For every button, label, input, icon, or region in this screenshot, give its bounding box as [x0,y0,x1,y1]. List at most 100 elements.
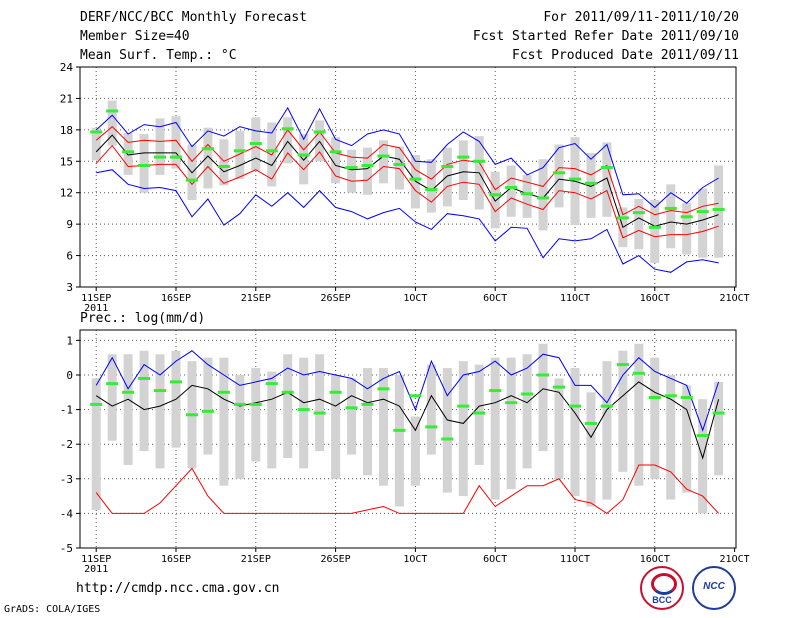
precipitation-xtick-label: 11SEP [81,554,111,565]
temperature-obs-marker [664,206,677,210]
temperature-obs-marker [489,193,502,197]
precipitation-spread-box [714,381,724,476]
temperature-spread-box [171,116,181,169]
temperature-obs-marker [648,225,661,229]
temperature-spread-box [363,147,373,195]
temperature-spread-box [522,174,532,218]
precipitation-spread-box [299,357,309,469]
precipitation-spread-box [602,361,612,500]
precipitation-ytick-label: 0 [66,369,73,382]
precipitation-ytick-label: -3 [60,473,73,486]
temperature-spread-box [394,146,404,190]
precipitation-spread-box [91,378,101,510]
precipitation-obs-marker [600,404,613,408]
precipitation-obs-marker [632,371,645,375]
precipitation-spread-box [458,361,468,497]
temperature-spread-box [347,149,357,193]
ncc-logo: NCC [692,566,736,610]
temperature-xtick-label: 6OCT [483,293,507,304]
temperature-xtick-label: 16SEP [161,293,191,304]
header-right: For 2011/09/11-2011/10/20 Fcst Started Re… [473,8,739,65]
temperature-spread-box [283,117,293,164]
temperature-obs-marker [217,165,230,169]
temperature-obs-marker [712,207,725,211]
precipitation-spread-box [267,371,277,469]
variable-label: Mean Surf. Temp.: °C [80,48,237,63]
temperature-ytick-label: 12 [60,187,73,200]
precipitation-obs-marker [505,401,518,405]
temperature-ytick-label: 21 [60,92,73,105]
temperature-obs-marker [170,155,182,159]
temperature-obs-marker [281,127,294,131]
temperature-obs-marker [553,171,566,175]
precipitation-spread-box [666,374,676,500]
precipitation-obs-marker [664,394,677,398]
source-url[interactable]: http://cmdp.ncc.cma.gov.cn [76,581,280,596]
precipitation-ytick-label: -5 [60,542,73,555]
precipitation-obs-marker [712,411,725,415]
precipitation-obs-marker [185,413,198,417]
precipitation-spread-box [251,368,261,462]
precipitation-obs-marker [138,376,151,380]
temperature-obs-marker [505,185,518,189]
precipitation-obs-marker [361,402,374,406]
temperature-obs-marker [361,163,374,167]
temperature-obs-marker [696,210,709,214]
bcc-logo: BCC [640,566,684,610]
produced-date: Fcst Produced Date 2011/09/11 [512,48,739,63]
temperature-obs-marker [569,177,581,181]
temperature-spread-box [442,147,452,207]
precipitation-obs-marker [425,425,438,429]
bcc-swirl-icon [651,573,677,595]
precipitation-obs-marker [377,387,390,391]
temperature-ytick-label: 9 [66,218,73,231]
temperature-obs-marker [313,130,326,134]
temperature-obs-marker [600,166,613,170]
precipitation-ytick-label: -2 [60,438,73,451]
precipitation-spread-box [682,385,692,493]
precipitation-spread-box [586,392,596,507]
temperature-obs-marker [393,162,406,166]
precipitation-obs-marker [265,382,278,386]
temperature-spread-box [634,199,644,250]
precipitation-obs-marker [553,385,566,389]
temperature-ytick-label: 18 [60,124,73,137]
temperature-obs-marker [584,181,597,185]
precipitation-xtick-label: 11OCT [560,554,590,565]
temperature-spread-box [586,152,596,218]
forecast-period: For 2011/09/11-2011/10/20 [543,10,739,25]
precipitation-spread-box [506,357,516,490]
temperature-spread-box [490,171,500,229]
precipitation-mean-line [95,381,720,460]
temperature-spread-box [155,118,165,175]
precipitation-obs-marker [329,390,342,394]
forecast-title: DERF/NCC/BCC Monthly Forecast [80,10,307,25]
precipitation-obs-marker [345,406,358,410]
temperature-red-lower-line [95,144,719,239]
temperature-obs-marker [425,188,438,192]
precipitation-xtick-label: 6OCT [483,554,507,565]
precipitation-spread-box [331,374,341,479]
temperature-obs-marker [154,155,167,159]
precipitation-obs-marker [537,373,550,377]
temperature-obs-marker [265,149,278,153]
precipitation-xtick-year: 2011 [84,564,108,575]
temperature-obs-marker [409,177,422,181]
temperature-spread-box [91,127,101,161]
temperature-spread-box [554,144,564,208]
precipitation-spread-box [363,368,373,476]
temperature-xtick-label: 21SEP [241,293,271,304]
precipitation-obs-marker [217,390,230,394]
temperature-spread-box [235,130,245,180]
temperature-spread-box [299,134,309,185]
precipitation-spread-box [570,368,580,497]
precipitation-ytick-label: -4 [60,507,74,520]
precipitation-spread-box [378,368,388,486]
temperature-spread-box [714,165,724,258]
precipitation-spread-box [235,374,245,479]
ncc-logo-label: NCC [703,581,725,592]
precipitation-spread-box [347,378,357,455]
temperature-obs-marker [632,211,645,215]
